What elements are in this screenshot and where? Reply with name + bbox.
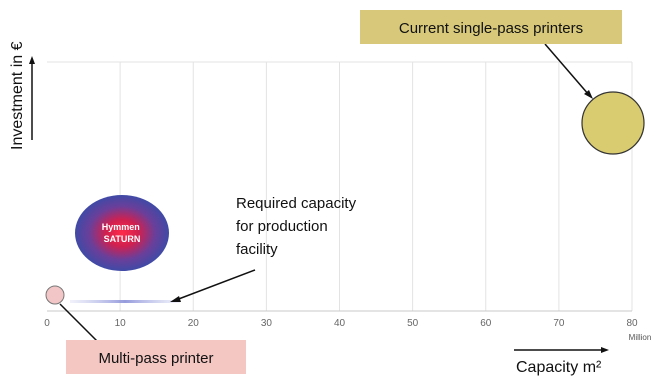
- single-pass-arrow: [544, 43, 590, 96]
- required-capacity-arrow: [175, 269, 256, 301]
- x-tick-labels: 0 10 20 30 40 50 60 70 80: [44, 318, 638, 329]
- x-tick-label-10: 10: [115, 318, 127, 329]
- x-tick-label-60: 60: [480, 318, 492, 329]
- single-pass-callout-text: Current single-pass printers: [399, 20, 583, 37]
- x-tick-label-70: 70: [553, 318, 565, 329]
- multi-pass-callout-box: [66, 340, 246, 374]
- x-axis-arrowhead: [601, 347, 609, 353]
- x-unit-label: Million: [629, 333, 652, 342]
- y-axis-title: Investment in €: [9, 41, 26, 150]
- multi-pass-bubble: [45, 285, 65, 305]
- required-capacity-line-2: for production: [236, 218, 328, 235]
- single-pass-bubble: [581, 91, 645, 155]
- required-capacity-text: Required capacity for production facilit…: [236, 195, 360, 258]
- x-axis-title: Capacity m²: [516, 359, 602, 376]
- x-tick-label-50: 50: [407, 318, 419, 329]
- x-tick-label-30: 30: [261, 318, 273, 329]
- single-pass-arrowhead: [584, 90, 593, 99]
- saturn-label: Hymmen SATURN: [102, 222, 143, 244]
- multi-pass-arrow: [59, 303, 98, 342]
- required-capacity-line-1: Required capacity: [236, 195, 357, 212]
- saturn-bubble: [75, 195, 169, 271]
- saturn-label-line-2: SATURN: [104, 234, 141, 244]
- x-tick-label-80: 80: [626, 318, 638, 329]
- single-pass-callout-box: [360, 10, 622, 44]
- y-axis-arrowhead: [29, 56, 35, 64]
- saturn-label-line-1: Hymmen: [102, 222, 140, 232]
- required-capacity-arrowhead: [170, 296, 181, 302]
- x-tick-label-20: 20: [188, 318, 200, 329]
- x-tick-label-0: 0: [44, 318, 50, 329]
- x-tick-label-40: 40: [334, 318, 346, 329]
- multi-pass-callout-text: Multi-pass printer: [98, 350, 213, 367]
- grid-lines: [47, 61, 633, 311]
- required-capacity-line: [70, 300, 180, 303]
- required-capacity-line-3: facility: [236, 241, 278, 258]
